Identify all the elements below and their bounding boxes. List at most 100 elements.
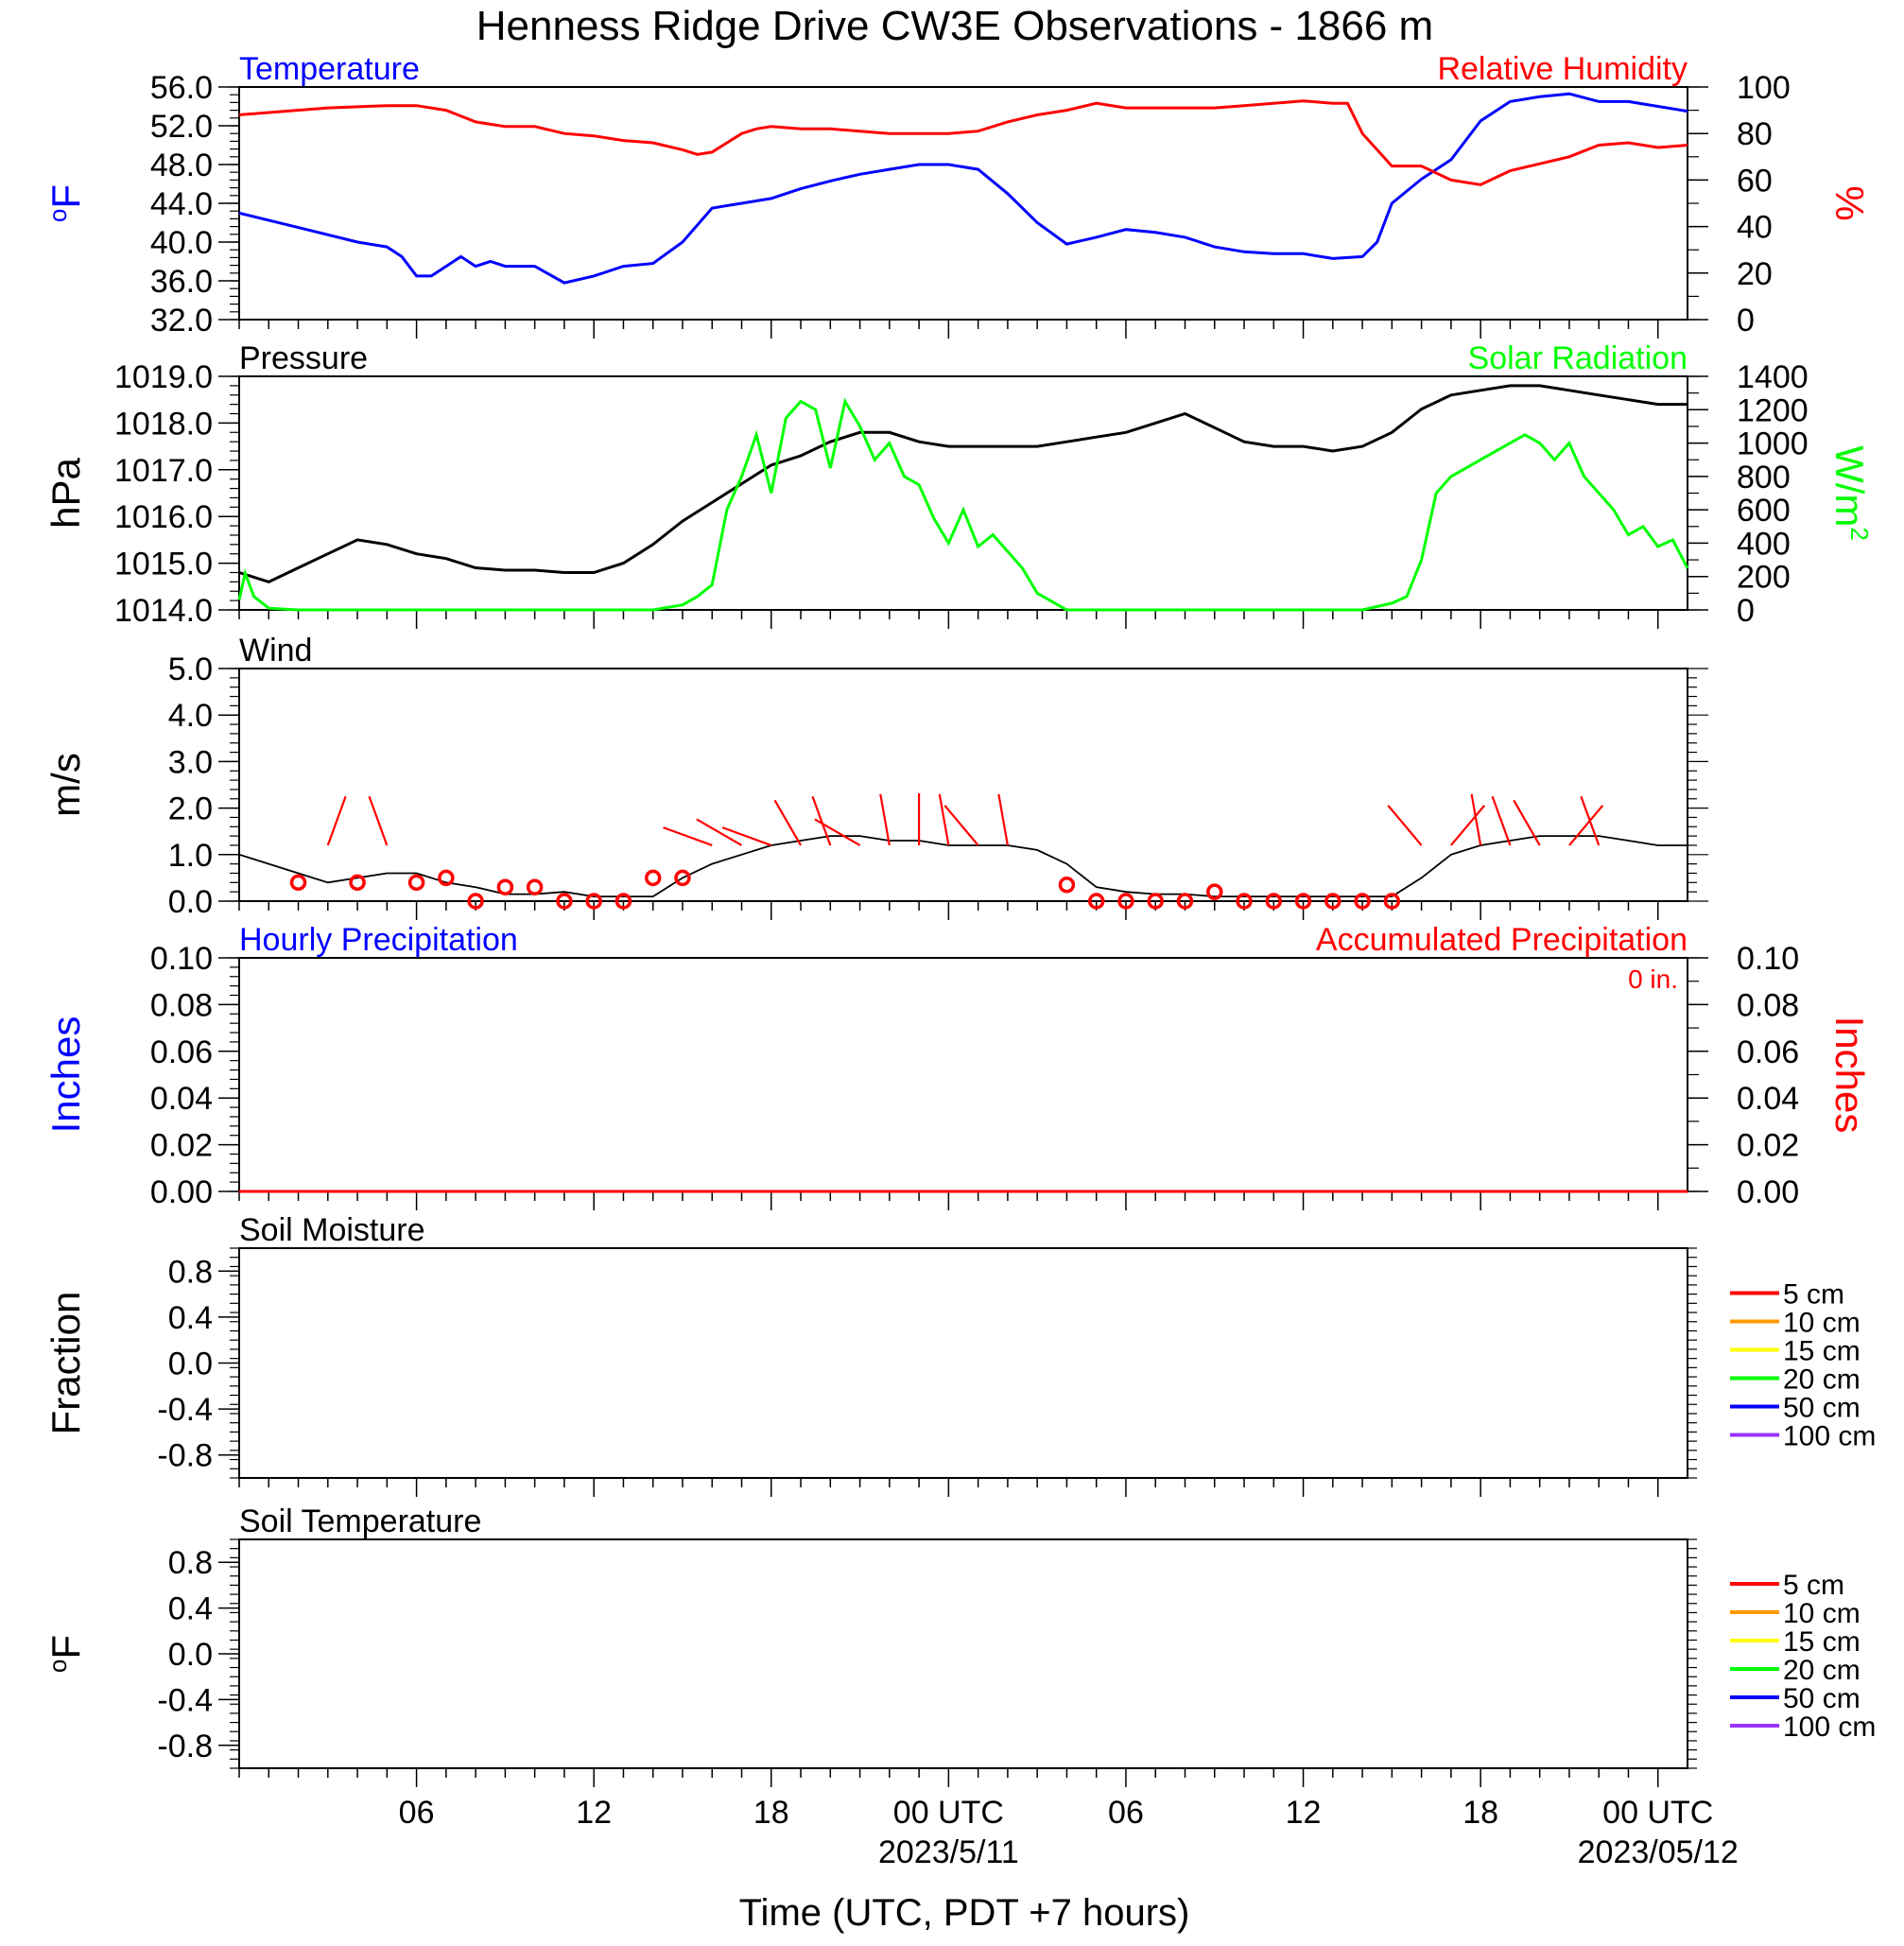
left-tick-label: 0.10 xyxy=(150,941,213,977)
calm-wind-marker xyxy=(526,878,544,895)
left-tick-label: -0.8 xyxy=(157,1438,213,1474)
x-tick-label: 06 xyxy=(1108,1795,1144,1831)
calm-wind-marker xyxy=(674,869,691,887)
panel-precip: 0.10 0.08 0.06 0.04 0.02 0.00 0.10 0.08 0.06 0.04… xyxy=(43,922,1872,1210)
calm-wind-marker xyxy=(1087,893,1105,910)
legend-label: 100 cm xyxy=(1783,1421,1876,1452)
panel-left-title: Soil Moisture xyxy=(239,1212,425,1248)
panel-frame xyxy=(238,86,1688,321)
calm-wind-marker xyxy=(289,874,307,892)
wind-barb xyxy=(1450,805,1486,846)
legend-label: 50 cm xyxy=(1783,1393,1861,1424)
left-tick-label: -0.4 xyxy=(157,1392,213,1428)
calm-wind-marker xyxy=(1147,893,1164,910)
left-tick-label: 2.0 xyxy=(168,791,213,827)
wind-barb xyxy=(938,793,950,846)
left-tick-label: 5.0 xyxy=(168,652,213,687)
right-tick-label: 0.00 xyxy=(1737,1174,1799,1210)
panel-left-title: Pressure xyxy=(239,340,368,376)
calm-wind-marker xyxy=(1294,893,1312,910)
calm-wind-marker xyxy=(556,893,573,910)
legend-label: 20 cm xyxy=(1783,1364,1861,1396)
right-tick-label: 100 xyxy=(1737,70,1791,106)
wind-barb xyxy=(326,795,347,846)
left-tick-label: 0.08 xyxy=(150,987,213,1023)
left-tick-label: 1016.0 xyxy=(114,499,213,535)
panel-soil-moisture: 0.8 0.4 0.0 -0.4 -0.8 Soil Moisture Fraction 5 … xyxy=(43,1212,1876,1497)
left-tick-label: 0.04 xyxy=(150,1081,213,1117)
left-tick-label: -0.4 xyxy=(157,1682,213,1718)
wind-barb xyxy=(368,795,389,846)
left-unit-label: hPa xyxy=(43,457,88,528)
right-tick-label: 400 xyxy=(1737,526,1791,562)
calm-wind-marker xyxy=(1324,893,1341,910)
left-tick-label: 40.0 xyxy=(150,225,213,261)
right-unit-label: Inches xyxy=(1827,1016,1872,1134)
left-tick-label: 56.0 xyxy=(150,70,213,106)
panel-frame xyxy=(238,957,1688,1192)
legend-label: 15 cm xyxy=(1783,1336,1861,1367)
x-date-label: 2023/5/11 xyxy=(878,1834,1019,1870)
wind-barb xyxy=(1387,805,1423,846)
wind-barb xyxy=(943,805,979,846)
wind-barb xyxy=(721,826,772,846)
wind-barb xyxy=(1580,795,1601,846)
x-tick-label: 18 xyxy=(753,1795,789,1831)
calm-wind-marker xyxy=(438,869,455,887)
left-tick-label: 0.4 xyxy=(168,1591,213,1627)
calm-wind-marker xyxy=(1383,893,1401,910)
right-unit-label: % xyxy=(1827,185,1872,220)
right-tick-label: 40 xyxy=(1737,210,1773,246)
panel-left-title: Temperature xyxy=(239,51,420,87)
calm-wind-marker xyxy=(644,869,662,887)
left-unit-label: m/s xyxy=(43,753,88,817)
left-tick-label: 1015.0 xyxy=(114,547,213,582)
calm-wind-marker xyxy=(614,893,632,910)
x-tick-label: 12 xyxy=(576,1795,612,1831)
right-tick-label: 60 xyxy=(1737,163,1773,199)
right-tick-label: 0.08 xyxy=(1737,987,1799,1023)
right-tick-label: 600 xyxy=(1737,493,1791,529)
calm-wind-marker xyxy=(1354,893,1371,910)
calm-wind-marker xyxy=(1176,893,1194,910)
left-tick-label: 52.0 xyxy=(150,109,213,145)
left-tick-label: 0.4 xyxy=(168,1300,213,1336)
panel-frame xyxy=(238,668,1688,902)
series-pressure xyxy=(238,384,1688,584)
panel-frame xyxy=(238,1538,1688,1769)
right-tick-label: 80 xyxy=(1737,116,1773,152)
right-tick-label: 0.10 xyxy=(1737,941,1799,977)
legend-label: 10 cm xyxy=(1783,1308,1861,1339)
legend-label: 100 cm xyxy=(1783,1711,1876,1743)
right-unit-label: W/m2 xyxy=(1827,445,1874,541)
left-tick-label: 1014.0 xyxy=(114,593,213,629)
left-tick-label: 0.0 xyxy=(168,1637,213,1673)
chart-title: Henness Ridge Drive CW3E Observations - … xyxy=(476,3,1433,49)
left-tick-label: 48.0 xyxy=(150,148,213,183)
series-temperature xyxy=(238,92,1688,285)
right-tick-label: 0.02 xyxy=(1737,1128,1799,1164)
accum-annotation: 0 in. xyxy=(1628,964,1678,994)
legend-label: 10 cm xyxy=(1783,1598,1861,1629)
wind-barb xyxy=(663,826,713,846)
panel-frame xyxy=(238,1247,1688,1479)
wind-barb xyxy=(1513,799,1541,846)
wind-barb xyxy=(811,795,832,846)
right-tick-label: 200 xyxy=(1737,560,1791,596)
left-tick-label: 0.8 xyxy=(168,1254,213,1290)
left-unit-label: oF xyxy=(43,184,88,222)
panel-pressure-solar: 1019.0 1018.0 1017.0 1016.0 1015.0 1014.0 1400… xyxy=(43,340,1874,629)
wind-barb xyxy=(773,799,802,846)
series-solar-radiation xyxy=(237,397,1689,612)
right-tick-label: 1200 xyxy=(1737,392,1809,428)
left-unit-label: Fraction xyxy=(43,1292,88,1435)
panel-wind: 5.0 4.0 3.0 2.0 1.0 0.0 Wind m/s xyxy=(43,633,1708,920)
wind-barb xyxy=(879,793,891,846)
panel-right-title: Accumulated Precipitation xyxy=(1316,922,1688,958)
x-axis-label: Time (UTC, PDT +7 hours) xyxy=(739,1892,1190,1934)
left-tick-label: 32.0 xyxy=(150,303,213,339)
left-tick-label: 0.0 xyxy=(168,884,213,920)
calm-wind-marker xyxy=(1117,893,1134,910)
left-tick-label: -0.8 xyxy=(157,1729,213,1764)
